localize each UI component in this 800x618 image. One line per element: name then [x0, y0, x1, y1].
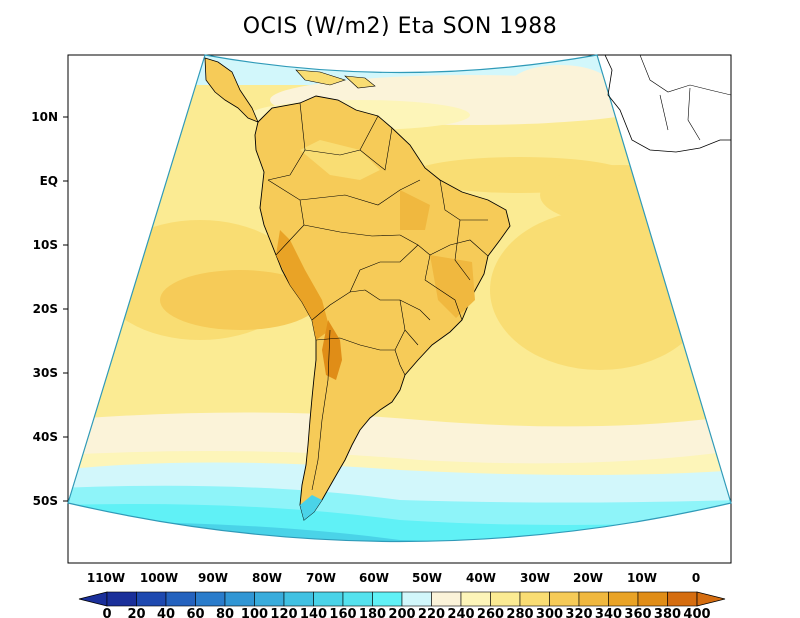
colorbar-swatch	[637, 591, 668, 607]
colorbar-swatch	[283, 591, 314, 607]
lat-label-40s: 40S	[33, 430, 58, 444]
colorbar-label: 240	[447, 607, 474, 618]
lat-label-30s: 30S	[33, 366, 58, 380]
colorbar-label: 220	[418, 607, 445, 618]
colorbar-label: 120	[270, 607, 297, 618]
colorbar-label: 20	[127, 607, 145, 618]
colorbar-label: 400	[683, 607, 710, 618]
colorbar-swatch	[254, 591, 285, 607]
colorbar-label: 260	[477, 607, 504, 618]
colorbar-label: 100	[241, 607, 268, 618]
lon-label-70w: 70W	[306, 571, 336, 585]
lat-label-eq: EQ	[40, 174, 58, 188]
continent-outline	[254, 95, 511, 521]
colorbar-swatch	[519, 591, 550, 607]
lat-label-50s: 50S	[33, 494, 58, 508]
colorbar-label: 380	[654, 607, 681, 618]
colorbar-swatch	[313, 591, 344, 607]
colorbar-swatch	[667, 591, 698, 607]
colorbar-label: 340	[595, 607, 622, 618]
colorbar-label: 320	[565, 607, 592, 618]
chart-title: OCIS (W/m2) Eta SON 1988	[242, 14, 558, 39]
lat-label-20s: 20S	[33, 302, 58, 316]
lon-label-10w: 10W	[627, 571, 657, 585]
colorbar-swatch	[490, 591, 521, 607]
colorbar-swatch	[549, 591, 580, 607]
colorbar-arrow-low	[78, 591, 108, 607]
colorbar-swatch	[195, 591, 226, 607]
lon-label-90w: 90W	[198, 571, 228, 585]
colorbar-label: 40	[157, 607, 175, 618]
colorbar-arrow-high	[696, 591, 726, 607]
colorbar: 0 20 40 60 80 100 120 140 160 180 200 220 240 260 280 3…	[78, 591, 726, 618]
colorbar-swatch	[608, 591, 639, 607]
colorbar-label: 140	[300, 607, 327, 618]
colorbar-label: 180	[359, 607, 386, 618]
lon-axis: 110W 100W 90W 80W 70W 60W 50W 40W 30W 20…	[87, 571, 700, 585]
colorbar-swatch	[106, 591, 137, 607]
colorbar-swatch	[136, 591, 167, 607]
domain-boundary	[67, 54, 732, 543]
lat-axis: 10N EQ 10S 20S 30S 40S 50S	[31, 110, 68, 508]
colorbar-swatch	[372, 591, 403, 607]
colorbar-swatch	[224, 591, 255, 607]
lon-label-30w: 30W	[520, 571, 550, 585]
lat-label-10s: 10S	[33, 238, 58, 252]
colorbar-label: 280	[506, 607, 533, 618]
south-america	[254, 95, 511, 521]
central-america	[204, 57, 376, 123]
lon-label-50w: 50W	[412, 571, 442, 585]
lon-label-40w: 40W	[466, 571, 496, 585]
lat-label-10n: 10N	[31, 110, 58, 124]
colorbar-swatch	[431, 591, 462, 607]
colorbar-swatch	[460, 591, 491, 607]
africa-outline	[604, 55, 731, 153]
colorbar-label: 160	[329, 607, 356, 618]
lon-label-20w: 20W	[573, 571, 603, 585]
colorbar-swatch	[165, 591, 196, 607]
lon-label-60w: 60W	[359, 571, 389, 585]
colorbar-label: 60	[186, 607, 204, 618]
colorbar-label: 200	[388, 607, 415, 618]
lon-label-100w: 100W	[140, 571, 178, 585]
colorbar-swatch	[578, 591, 609, 607]
lon-label-0: 0	[692, 571, 700, 585]
country-borders	[267, 102, 489, 491]
lon-label-110w: 110W	[87, 571, 125, 585]
colorbar-swatch	[401, 591, 432, 607]
colorbar-label: 300	[536, 607, 563, 618]
colorbar-label: 80	[216, 607, 234, 618]
colorbar-label: 360	[624, 607, 651, 618]
colorbar-label: 0	[102, 607, 111, 618]
colorbar-swatch	[342, 591, 373, 607]
lon-label-80w: 80W	[252, 571, 282, 585]
